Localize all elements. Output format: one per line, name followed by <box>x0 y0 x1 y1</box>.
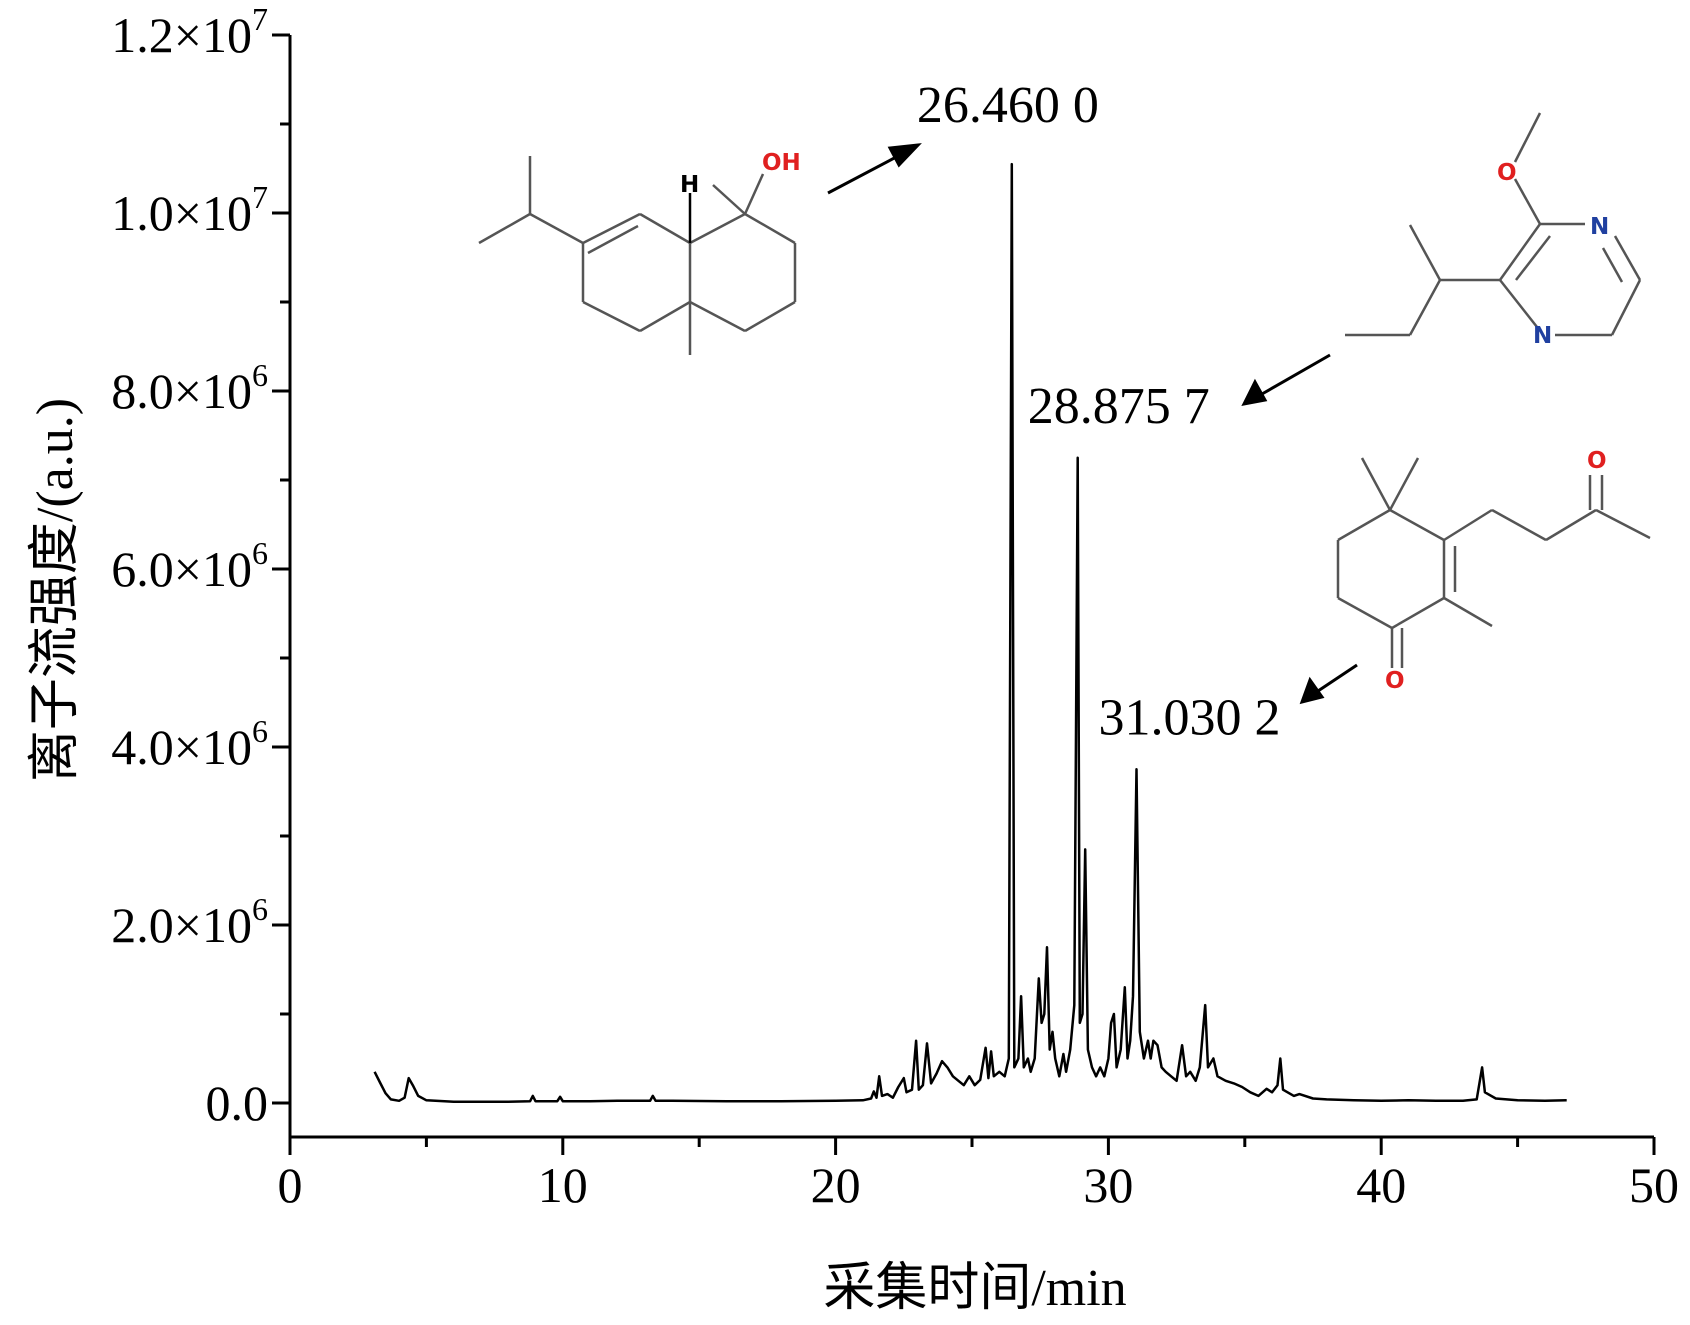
series-line <box>373 162 1567 1103</box>
molecule-2-atom-n-bottom: N <box>1533 323 1552 349</box>
x-tick-label: 50 <box>1629 1157 1679 1213</box>
molecule-1-structure <box>478 156 797 355</box>
peak-label: 28.875 7 <box>1028 378 1210 435</box>
molecule-3-atom-o-ring: O <box>1385 668 1405 694</box>
y-tick-label: 4.0×106 <box>111 713 268 775</box>
series-tic <box>373 162 1567 1103</box>
arrow-2-head <box>1241 378 1268 407</box>
x-tick-label: 30 <box>1083 1157 1133 1213</box>
annotation-arrows <box>827 143 1358 705</box>
peak-labels: 26.460 0 28.875 7 31.030 2 <box>917 77 1281 746</box>
x-ticks: 0 10 20 30 40 50 <box>278 1137 1679 1213</box>
axes <box>288 35 1654 1139</box>
y-tick-label: 8.0×106 <box>111 357 268 419</box>
molecule-2-structure <box>1345 112 1642 337</box>
arrow-2 <box>1261 353 1331 396</box>
y-ticks: 0.0 2.0×106 4.0×106 6.0×106 8.0×106 1.0×107 1.… <box>111 1 290 1131</box>
arrow-3-head <box>1299 676 1325 705</box>
y-tick-label: 1.2×107 <box>111 1 268 63</box>
molecule-2-atom-o: O <box>1497 160 1517 186</box>
x-tick-label: 40 <box>1356 1157 1406 1213</box>
arrow-1 <box>827 153 901 195</box>
x-axis-title: 采集时间/min <box>823 1260 1126 1317</box>
arrow-1-head <box>887 143 922 168</box>
x-tick-label: 10 <box>538 1157 588 1213</box>
y-tick-label: 0.0 <box>206 1075 269 1131</box>
y-tick-label: 1.0×107 <box>111 179 268 241</box>
peak-label: 31.030 2 <box>1099 689 1281 746</box>
y-tick-label: 6.0×106 <box>111 535 268 597</box>
molecule-2-atom-n-top: N <box>1590 214 1609 240</box>
molecule-3-structure <box>1336 457 1651 668</box>
arrow-3 <box>1317 663 1358 693</box>
molecule-1-atom-h: H <box>680 172 699 198</box>
x-tick-label: 20 <box>811 1157 861 1213</box>
y-tick-label: 2.0×106 <box>111 891 268 953</box>
x-tick-label: 0 <box>278 1157 303 1213</box>
peak-label: 26.460 0 <box>917 77 1099 134</box>
molecule-3-atom-o-ketone: O <box>1587 448 1607 474</box>
y-axis-title: 离子流强度/(a.u.) <box>27 398 84 782</box>
molecule-1-atom-oh: OH <box>762 150 801 176</box>
